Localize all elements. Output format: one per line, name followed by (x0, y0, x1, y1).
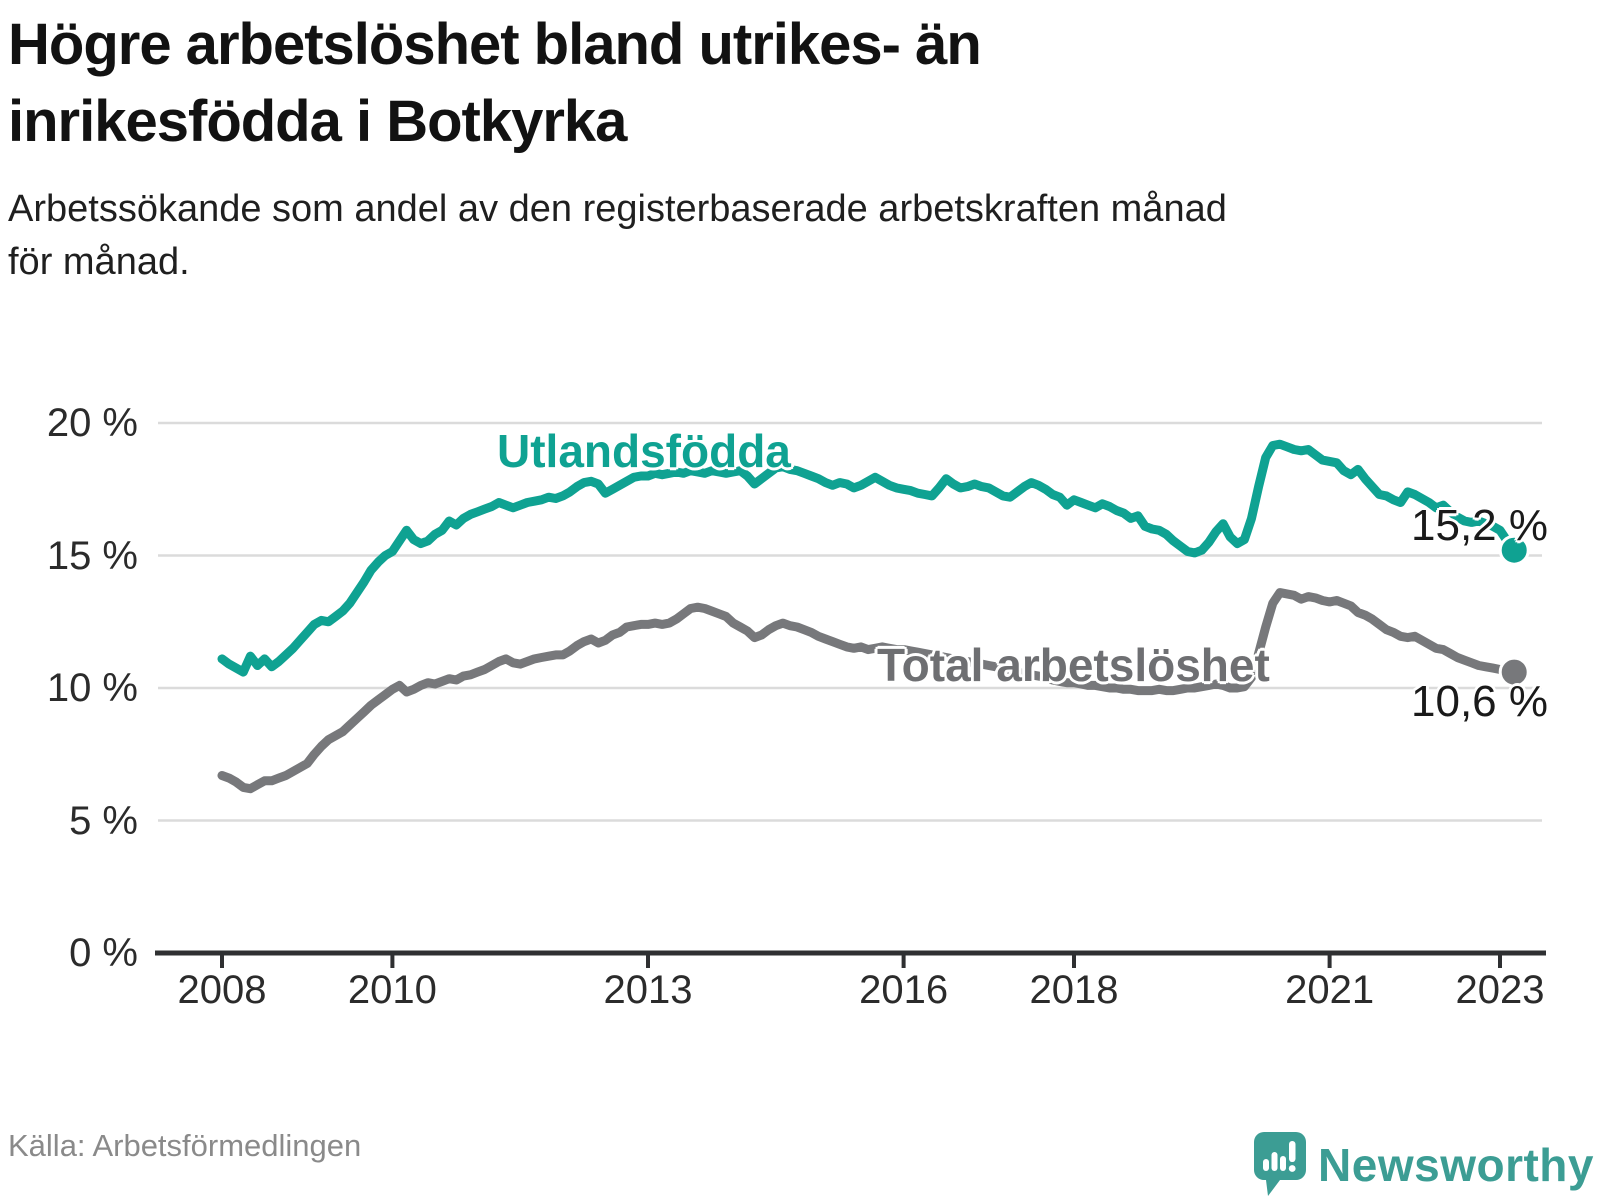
y-axis-label-10: 10 % (46, 666, 138, 710)
source-note: Källa: Arbetsförmedlingen (8, 1128, 362, 1163)
title-line-2: inrikesfödda i Botkyrka (8, 89, 627, 154)
total-end-dot (1498, 656, 1530, 688)
title-line-1: Högre arbetslöshet bland utrikes- än (8, 12, 982, 77)
brand-lockup: Newsworthy (1254, 1132, 1594, 1198)
subtitle-line-1: Arbetssökande som andel av den registerb… (8, 188, 1227, 230)
x-axis-label-2010: 2010 (347, 968, 437, 1012)
x-axis-label-2018: 2018 (1029, 968, 1119, 1012)
series-label-utlandsfodda: Utlandsfödda (497, 425, 791, 477)
y-axis-label-15: 15 % (46, 533, 138, 578)
utlandsfodda-line (217, 439, 1519, 677)
x-axis-label-2013: 2013 (603, 968, 693, 1012)
y-axis-label-0: 0 % (69, 931, 138, 975)
x-axis-label-2023: 2023 (1455, 968, 1545, 1012)
x-axis-label-2016: 2016 (859, 968, 949, 1012)
subtitle-line-2: för månad. (8, 241, 190, 283)
x-axis-label-2008: 2008 (177, 968, 267, 1012)
x-axis-label-2021: 2021 (1285, 968, 1375, 1012)
end-value-label-utlandsfodda: 15,2 % (1411, 501, 1548, 550)
total-arbetsloshet-line (217, 588, 1519, 794)
y-axis-label-20: 20 % (46, 401, 138, 445)
y-axis-label-5: 5 % (69, 798, 138, 843)
page-subtitle: Arbetssökande som andel av den registerb… (8, 183, 1568, 289)
end-value-label-total: 10,6 % (1411, 677, 1548, 726)
brand-wordmark: Newsworthy (1318, 1139, 1594, 1191)
page-title: Högre arbetslöshet bland utrikes- än inr… (8, 6, 1408, 160)
series-label-total-arbetsloshet: Total arbetslöshet (877, 639, 1270, 691)
newsworthy-logo-icon (1254, 1132, 1307, 1196)
utlandsfodda-end-dot (1498, 534, 1530, 566)
